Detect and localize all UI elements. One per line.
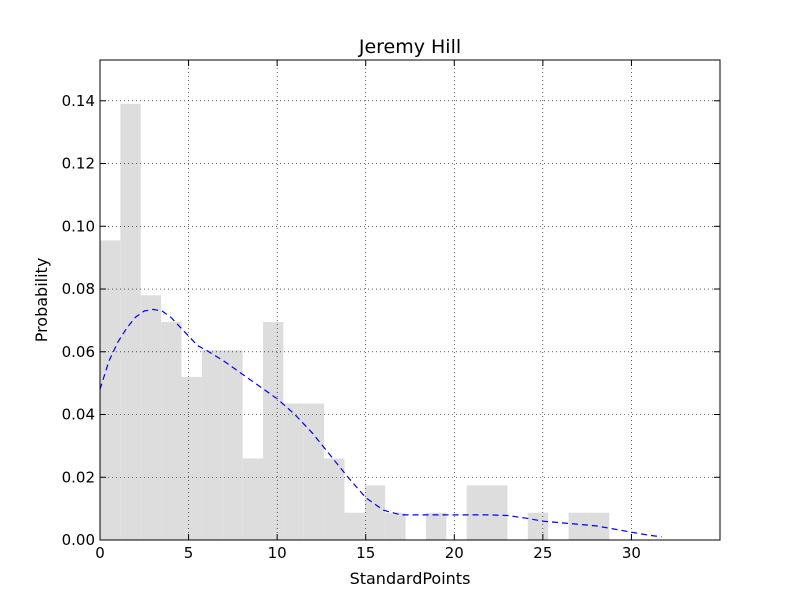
y-tick-label: 0.02 bbox=[62, 468, 95, 486]
histogram-bar bbox=[262, 321, 284, 540]
plot-frame bbox=[99, 59, 721, 541]
x-tick-label: 25 bbox=[533, 544, 552, 562]
histogram-bar bbox=[100, 240, 121, 540]
histogram-bar bbox=[344, 512, 365, 540]
histogram-bar bbox=[568, 512, 589, 540]
histogram-bar bbox=[527, 512, 549, 540]
x-axis-label: StandardPoints bbox=[350, 569, 471, 588]
x-tick-label: 30 bbox=[622, 544, 641, 562]
density-curve bbox=[99, 308, 662, 538]
histogram-bar bbox=[181, 376, 202, 540]
x-tick-label: 10 bbox=[268, 544, 287, 562]
x-tick-label: 15 bbox=[356, 544, 375, 562]
y-tick-label: 0.00 bbox=[62, 531, 95, 549]
y-tick-label: 0.06 bbox=[62, 343, 95, 361]
y-tick-label: 0.12 bbox=[62, 155, 95, 173]
histogram-bar bbox=[588, 512, 610, 540]
histogram-bar bbox=[324, 458, 345, 540]
histogram-bar bbox=[283, 403, 304, 540]
y-tick-label: 0.04 bbox=[62, 406, 95, 424]
y-tick-label: 0.10 bbox=[62, 217, 95, 235]
chart-title: Jeremy Hill bbox=[358, 36, 461, 58]
histogram-bar bbox=[487, 485, 508, 540]
x-tick-label: 5 bbox=[184, 544, 194, 562]
histogram-bar bbox=[303, 403, 325, 540]
y-tick-label: 0.08 bbox=[62, 280, 95, 298]
histogram-bar bbox=[222, 350, 243, 540]
y-axis-ticks: 0.00 0.02 0.04 0.06 0.08 0.10 0.12 0.14 bbox=[62, 92, 720, 549]
histogram-bar bbox=[161, 321, 182, 540]
histogram-bar bbox=[364, 485, 386, 540]
histogram-bar bbox=[425, 512, 447, 540]
y-tick-label: 0.14 bbox=[62, 92, 95, 110]
histogram-bar bbox=[466, 485, 488, 540]
x-tick-label: 20 bbox=[445, 544, 464, 562]
histogram-bar bbox=[242, 458, 263, 540]
histogram-bar bbox=[120, 103, 141, 540]
x-tick-label: 0 bbox=[95, 544, 105, 562]
grid-lines bbox=[100, 60, 720, 540]
x-axis-ticks: 0 5 10 15 20 25 30 bbox=[95, 60, 641, 562]
histogram-bar bbox=[140, 295, 162, 540]
histogram-bars bbox=[100, 103, 610, 540]
histogram-bar bbox=[201, 350, 223, 540]
y-axis-label: Probability bbox=[32, 258, 51, 343]
histogram-bar bbox=[385, 512, 406, 540]
